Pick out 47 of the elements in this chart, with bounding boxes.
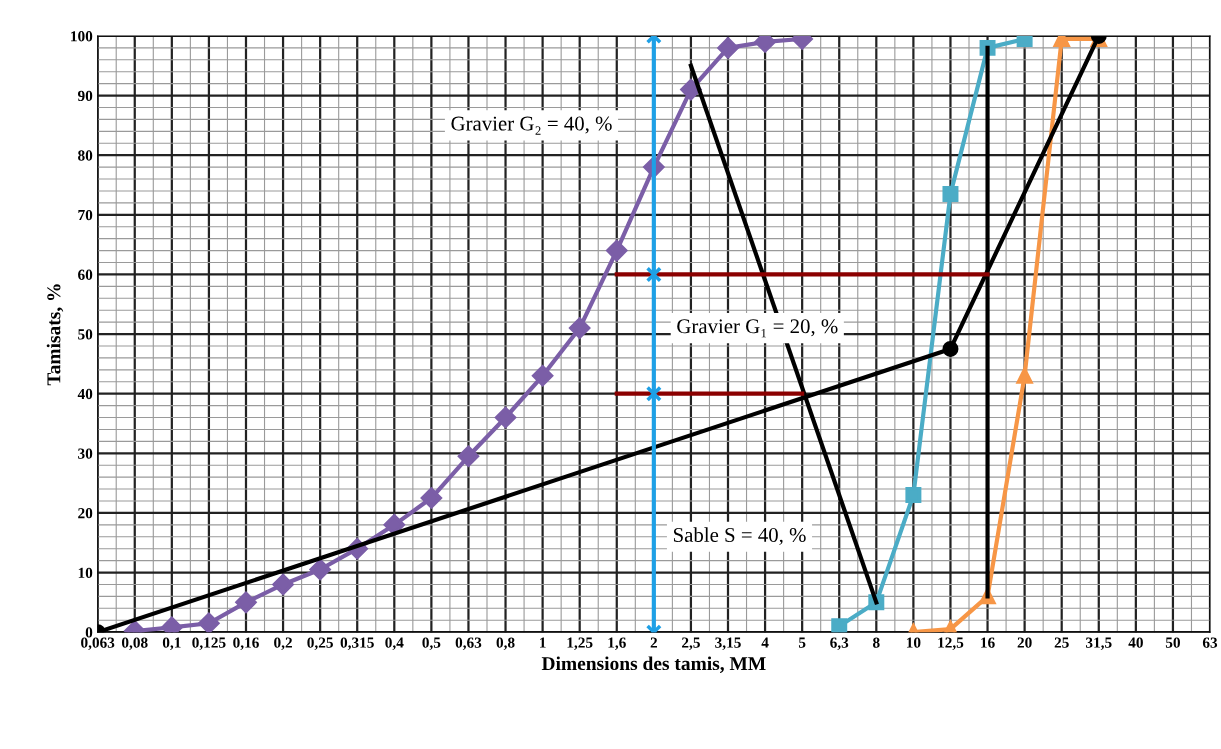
x-tick-label: 10: [906, 637, 921, 648]
y-tick-label: 80: [78, 150, 93, 161]
y-tick-label: 70: [78, 209, 93, 221]
y-tick-label: 50: [78, 329, 93, 340]
y-tick-label: 90: [77, 90, 93, 102]
y-axis-title: Tamisats, %: [46, 284, 64, 386]
x-tick-label: 40: [1128, 637, 1143, 648]
x-tick-label: 0,16: [233, 637, 259, 650]
y-tick-label: 60: [78, 269, 93, 280]
x-tick-label: 1,25: [567, 637, 593, 650]
x-tick-label: 16: [981, 637, 995, 648]
x-tick-label: 2,5: [682, 637, 700, 650]
x-tick-label: 0,8: [496, 637, 515, 650]
y-tick-label: 30: [78, 448, 93, 459]
annotation: Sable S = 40, %: [673, 527, 806, 545]
x-tick-label: 8: [873, 637, 880, 648]
x-tick-label: 25: [1054, 637, 1069, 648]
x-tick-label: 0,08: [121, 637, 148, 650]
x-tick-label: 4: [761, 637, 769, 648]
x-tick-label: 0,315: [340, 637, 374, 650]
x-tick-label: 31,5: [1085, 637, 1112, 650]
x-tick-label: 1,6: [608, 637, 626, 650]
x-tick-label: 0,125: [192, 637, 226, 650]
annotation: Gravier G₂ = 40, %: [451, 116, 612, 135]
x-tick-label: 5: [798, 637, 806, 648]
x-tick-label: 0,25: [307, 637, 333, 650]
y-tick-label: 0: [85, 627, 93, 638]
x-tick-label: 63: [1202, 637, 1218, 648]
x-tick-label: 20: [1017, 637, 1032, 648]
y-tick-label: 20: [78, 508, 93, 519]
x-axis-title: Dimensions des tamis, MM: [541, 656, 766, 673]
x-tick-label: 2: [650, 637, 658, 648]
y-tick-label: 40: [77, 388, 93, 400]
x-tick-label: 0,4: [385, 637, 404, 650]
x-tick-label: 0,2: [274, 637, 292, 650]
annotation: Gravier G₁ = 20, %: [677, 319, 838, 338]
x-tick-label: 3,15: [715, 637, 741, 650]
y-tick-label: 100: [71, 31, 93, 42]
x-tick-label: 12,5: [938, 637, 964, 650]
x-tick-label: 0,63: [455, 637, 482, 650]
x-tick-label: 0,1: [162, 637, 181, 650]
x-tick-label: 6,3: [830, 637, 849, 650]
x-tick-label: 0,5: [422, 637, 441, 650]
x-tick-label: 0,063: [81, 637, 115, 650]
x-tick-label: 1: [540, 637, 546, 648]
y-tick-label: 10: [78, 567, 93, 578]
x-tick-label: 50: [1165, 637, 1180, 648]
